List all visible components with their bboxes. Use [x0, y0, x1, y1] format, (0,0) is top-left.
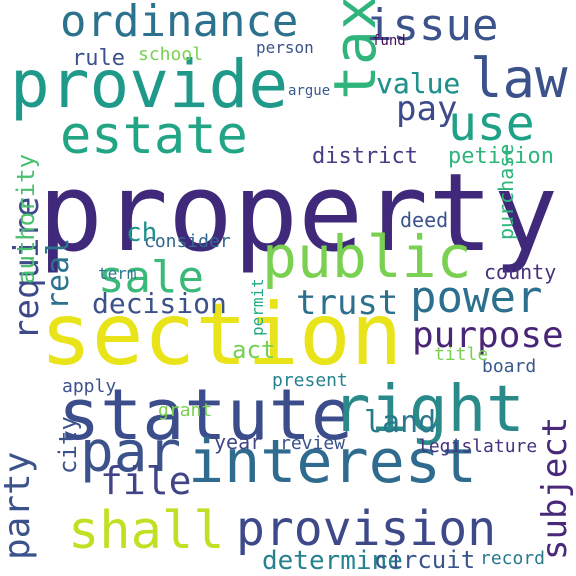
cloud-word: land: [364, 405, 437, 440]
cloud-word: present: [272, 370, 348, 391]
cloud-word: circuit: [374, 546, 476, 574]
cloud-word: real: [41, 237, 76, 310]
cloud-word: section: [40, 285, 403, 385]
cloud-word: record: [480, 548, 546, 569]
cloud-word: public: [262, 223, 472, 291]
cloud-word: value: [376, 67, 461, 100]
cloud-word: property: [38, 151, 559, 276]
cloud-word: act: [232, 336, 276, 364]
cloud-word: legislature: [418, 436, 538, 457]
cloud-word: argue: [288, 83, 331, 99]
cloud-word: permit: [248, 278, 267, 336]
cloud-word: authority: [12, 153, 40, 284]
cloud-word: school: [138, 44, 204, 65]
cloud-word: estate: [60, 106, 248, 166]
cloud-word: purchase: [494, 143, 518, 240]
cloud-word: ordinance: [60, 0, 299, 47]
cloud-word: use: [448, 96, 535, 152]
cloud-word: provide: [10, 46, 289, 123]
cloud-word: rule: [72, 46, 125, 71]
cloud-word: ch: [126, 218, 158, 248]
cloud-word: pay: [396, 89, 458, 129]
cloud-word: consider: [144, 231, 231, 252]
cloud-word: decision: [92, 287, 227, 320]
cloud-word: petition: [448, 144, 554, 169]
cloud-word: county: [484, 260, 557, 284]
cloud-word: issue: [366, 0, 499, 51]
cloud-word: shall: [68, 501, 225, 561]
cloud-word: right: [332, 373, 525, 447]
cloud-word: par: [80, 420, 182, 485]
cloud-word: statute: [58, 374, 354, 456]
cloud-word: apply: [62, 376, 117, 397]
cloud-word: board: [482, 356, 537, 377]
cloud-word: deed: [400, 208, 449, 232]
cloud-word: trust: [296, 283, 399, 323]
cloud-word: sale: [98, 252, 204, 303]
cloud-word: value: [376, 67, 461, 100]
cloud-word: party: [0, 451, 38, 560]
cloud-word: fund: [372, 33, 406, 49]
cloud-word: term: [98, 264, 137, 283]
cloud-word: grant: [158, 400, 213, 421]
cloud-word: city: [54, 416, 82, 474]
cloud-word: law: [470, 47, 568, 110]
cloud-word: power: [410, 272, 543, 323]
cloud-word: purpose: [412, 315, 564, 356]
cloud-word: title: [434, 344, 489, 365]
cloud-word: review: [280, 433, 346, 454]
cloud-word: interest: [188, 427, 477, 497]
cloud-word: subject: [535, 416, 575, 560]
cloud-word: person: [256, 38, 314, 57]
cloud-word: file: [100, 459, 192, 503]
cloud-word: district: [312, 144, 418, 169]
cloud-word: determine: [262, 546, 403, 576]
cloud-word: year: [214, 430, 263, 454]
cloud-word: provision: [236, 501, 497, 557]
